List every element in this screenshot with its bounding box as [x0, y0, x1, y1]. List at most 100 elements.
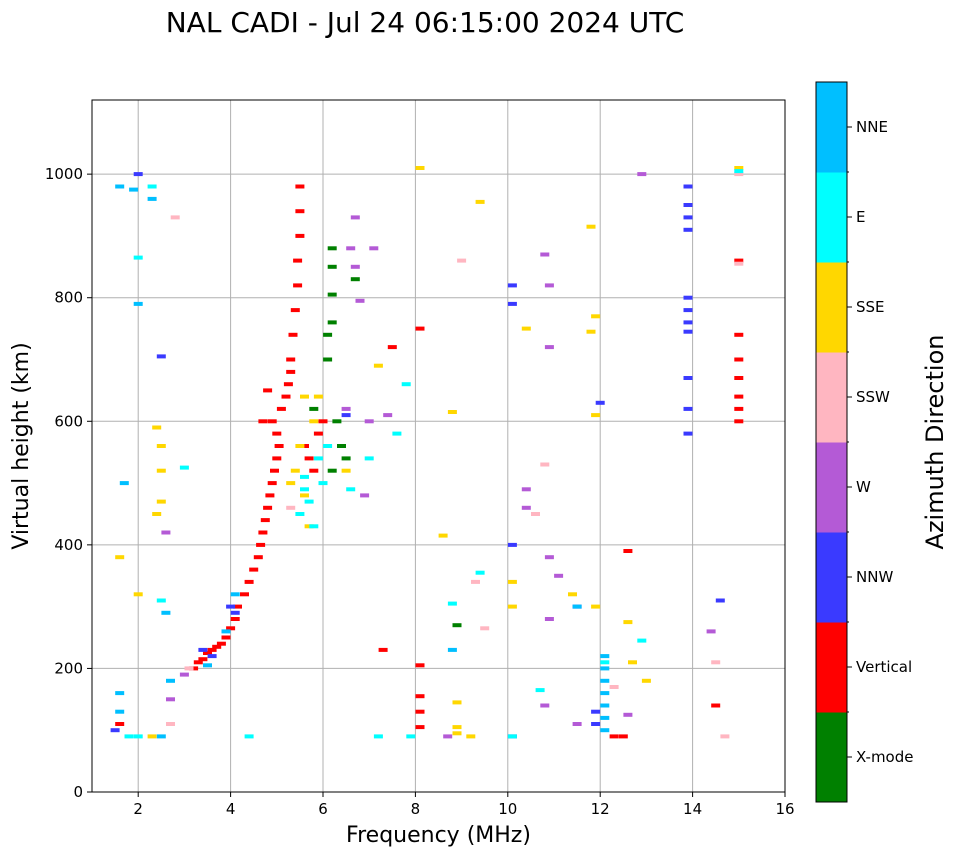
data-point-vertical [295, 184, 305, 189]
data-point-sse [641, 678, 651, 683]
data-point-nne [115, 184, 125, 189]
data-point-vertical [415, 694, 425, 699]
data-point-sse [290, 468, 300, 473]
data-point-x-mode [332, 419, 342, 424]
data-point-e [179, 465, 189, 470]
data-point-vertical [267, 419, 277, 424]
data-point-sse [300, 493, 309, 498]
data-point-w [544, 345, 554, 350]
data-point-nnw [683, 431, 693, 436]
data-point-nne [230, 592, 240, 597]
data-point-x-mode [327, 468, 337, 473]
data-point-vertical [270, 468, 279, 473]
data-point-w [350, 215, 360, 220]
colorbar-label: E [856, 208, 865, 226]
data-point-vertical [198, 657, 208, 662]
data-point-nnw [226, 604, 236, 609]
data-point-vertical [253, 555, 263, 560]
data-point-sse [507, 579, 517, 584]
data-point-e [318, 481, 328, 486]
data-point-nne [203, 663, 212, 668]
colorbar-title: Azimuth Direction [921, 335, 949, 550]
data-point-e [323, 444, 333, 448]
data-point-sse [447, 410, 457, 414]
x-tick-label: 4 [226, 800, 236, 818]
data-point-e [447, 601, 457, 606]
data-point-x-mode [323, 357, 333, 362]
data-point-e [133, 255, 143, 260]
data-point-e [244, 734, 254, 739]
data-point-vertical [226, 626, 236, 631]
data-point-w [706, 629, 716, 634]
y-tick-label: 800 [54, 289, 83, 307]
data-point-ssw [720, 734, 730, 739]
data-point-w [360, 493, 370, 498]
data-point-sse [466, 734, 476, 739]
data-point-ssw [166, 722, 175, 726]
data-point-vertical [256, 542, 266, 547]
data-point-vertical [272, 456, 282, 461]
data-point-vertical [286, 369, 296, 374]
plot-frame [91, 99, 786, 793]
data-point-vertical [276, 406, 286, 411]
data-point-nne [600, 728, 610, 733]
data-point-sse [341, 468, 351, 473]
data-point-sse [591, 604, 601, 609]
data-point-vertical [281, 394, 291, 399]
data-point-ssw [531, 512, 540, 516]
colorbar-segment [816, 172, 847, 263]
x-tick-label: 10 [498, 800, 517, 818]
data-point-nnw [207, 654, 217, 659]
data-point-ssw [734, 172, 744, 177]
data-point-w [355, 298, 365, 303]
colorbar-segment [816, 622, 847, 713]
data-point-nnw [683, 184, 693, 189]
data-point-vertical [274, 444, 284, 448]
data-point-w [623, 712, 633, 717]
data-point-vertical [415, 326, 425, 331]
data-point-nne [600, 666, 610, 671]
data-point-w [383, 413, 393, 418]
colorbar-segment [816, 82, 847, 173]
data-point-ssw [286, 505, 296, 510]
data-point-e [124, 734, 134, 739]
data-point-nne [600, 654, 610, 659]
data-point-nnw [341, 413, 351, 418]
data-point-sse [452, 700, 462, 705]
x-axis-title: Frequency (MHz) [346, 823, 531, 848]
data-point-w [521, 487, 531, 492]
data-point-sse [586, 329, 596, 334]
data-point-vertical [263, 505, 273, 510]
data-point-nnw [715, 598, 725, 603]
data-point-ssw [734, 261, 744, 266]
data-point-nnw [683, 227, 693, 232]
data-point-e [313, 456, 323, 461]
data-point-w [179, 672, 189, 677]
data-point-vertical [378, 647, 388, 652]
data-point-x-mode [341, 456, 351, 461]
data-point-vertical [288, 332, 298, 337]
grid-lines [92, 100, 786, 793]
data-point-sse [591, 314, 601, 319]
data-point-e [637, 638, 647, 643]
data-point-w [540, 252, 550, 257]
data-point-vertical [734, 376, 744, 380]
data-point-w [364, 419, 374, 424]
data-point-nne [115, 691, 125, 696]
data-point-e [535, 688, 545, 693]
data-point-nne [147, 196, 157, 201]
data-point-vertical [295, 233, 305, 238]
data-point-vertical [415, 725, 425, 730]
data-point-x-mode [350, 277, 360, 282]
data-point-e [364, 456, 374, 461]
data-point-sse [300, 394, 309, 399]
data-point-e [401, 382, 411, 387]
data-point-vertical [309, 468, 319, 473]
data-point-sse [304, 524, 314, 529]
data-point-vertical [293, 258, 303, 263]
x-tick-label: 12 [591, 800, 610, 818]
data-point-sse [309, 419, 319, 424]
data-point-ssw [471, 579, 480, 584]
data-point-vertical [189, 666, 199, 671]
x-tick-label: 16 [775, 800, 794, 818]
